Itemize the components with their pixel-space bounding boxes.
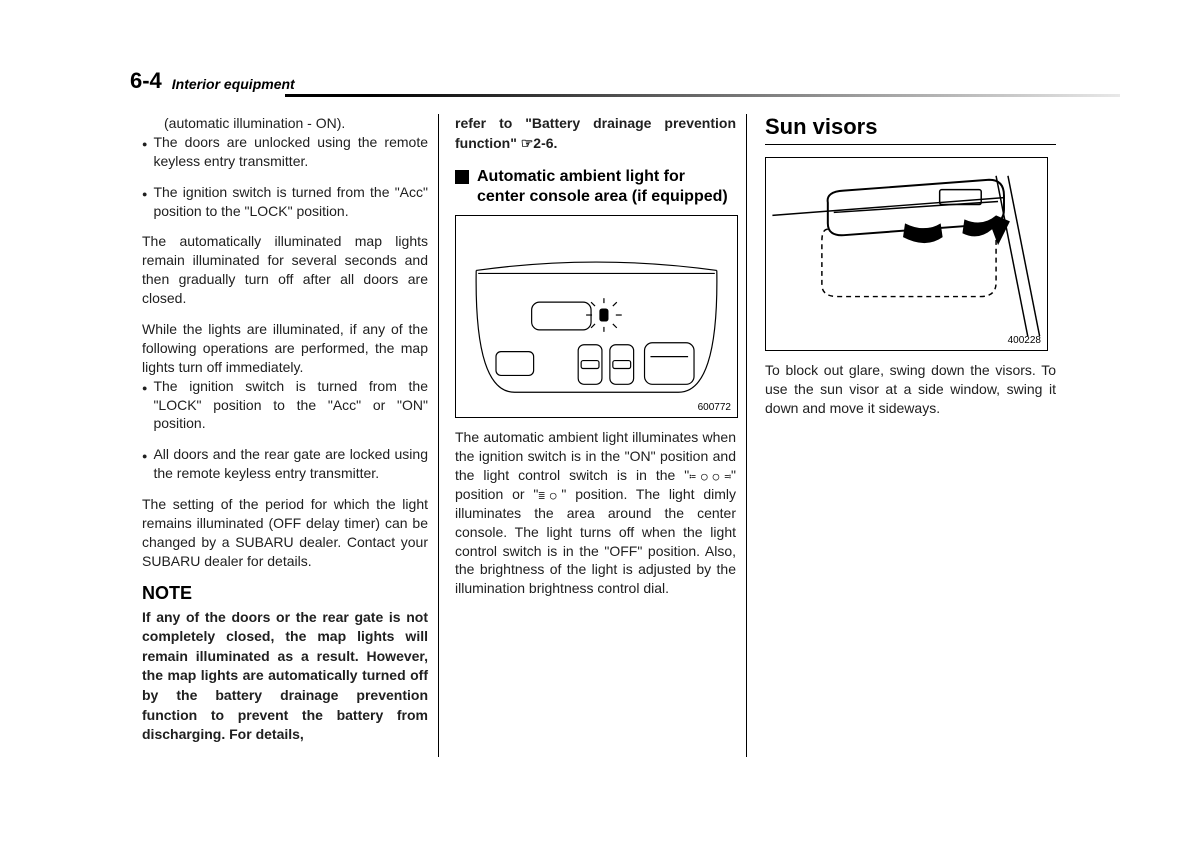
paragraph: The setting of the period for which the … (142, 495, 428, 571)
bullet-item: The ignition switch is turned from the "… (142, 183, 428, 221)
bullet-item: The ignition switch is turned from the "… (142, 377, 428, 434)
column-2: refer to "Battery drainage prevention fu… (438, 114, 746, 757)
heading-rule (765, 144, 1056, 145)
paragraph: The automatic ambient light illuminates … (455, 428, 736, 598)
content-columns: (automatic illumination - ON). The doors… (130, 114, 1120, 757)
paragraph: To block out glare, swing down the visor… (765, 361, 1056, 418)
light-symbol-1-icon: ≔○○≕ (689, 470, 731, 483)
column-1: (automatic illumination - ON). The doors… (130, 114, 438, 757)
bullet-item: The doors are unlocked using the remote … (142, 133, 428, 171)
header-divider (285, 94, 1120, 97)
note-body: If any of the doors or the rear gate is … (142, 608, 428, 745)
figure-console-light: 600772 (455, 215, 738, 418)
bullet-text: All doors and the rear gate are locked u… (153, 445, 428, 483)
section-title: Interior equipment (172, 76, 295, 92)
figure-sun-visor: 400228 (765, 157, 1048, 351)
bullet-text: The ignition switch is turned from the "… (153, 377, 428, 434)
note-heading: NOTE (142, 583, 428, 604)
text-span: " position. The light dimly illuminates … (455, 486, 736, 596)
bullet-item: All doors and the rear gate are locked u… (142, 445, 428, 483)
manual-page: 6-4 Interior equipment (automatic illumi… (0, 0, 1200, 863)
indent-line: (automatic illumination - ON). (142, 114, 428, 133)
subsection-heading-text: Automatic ambient light for center conso… (477, 167, 736, 207)
bullet-text: The doors are unlocked using the remote … (153, 133, 428, 171)
figure-id: 400228 (1008, 335, 1041, 346)
paragraph: The automatically illuminated map lights… (142, 232, 428, 308)
subsection-heading: Automatic ambient light for center conso… (455, 167, 736, 207)
section-heading: Sun visors (765, 114, 1056, 140)
page-header: 6-4 Interior equipment (130, 68, 1120, 94)
column-3: Sun visors (746, 114, 1066, 757)
sun-visor-illustration (766, 158, 1047, 350)
figure-id: 600772 (698, 402, 731, 413)
note-continuation: refer to "Battery drainage prevention fu… (455, 114, 736, 153)
paragraph: While the lights are illuminated, if any… (142, 320, 428, 377)
bullet-text: The ignition switch is turned from the "… (153, 183, 428, 221)
light-symbol-2-icon: ≣○ (538, 489, 561, 502)
console-light-illustration (456, 216, 737, 417)
page-number: 6-4 (130, 68, 162, 94)
